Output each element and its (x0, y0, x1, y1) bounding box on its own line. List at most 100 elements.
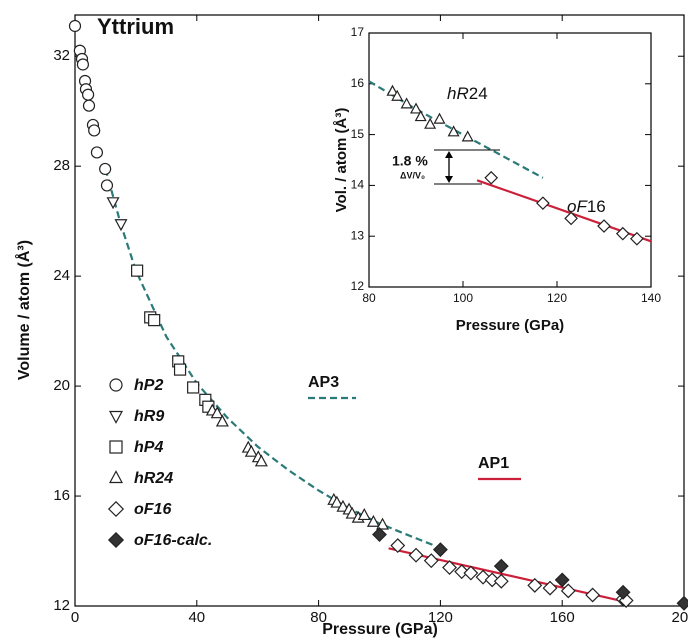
x-tick-label: 120 (428, 609, 453, 626)
data-point (90, 146, 104, 159)
annotation: oF16 (567, 197, 606, 216)
legend-marker (109, 378, 123, 392)
legend-marker (108, 470, 124, 484)
x-tick-label: 160 (550, 609, 575, 626)
x-tick-label: 140 (641, 291, 661, 305)
legend-marker (109, 440, 123, 454)
x-tick-label: 40 (188, 609, 205, 626)
x-tick-label: 80 (362, 291, 376, 305)
data-point (454, 564, 470, 580)
x-tick-label: 0 (71, 609, 79, 626)
data-point (442, 560, 457, 575)
inset-background (369, 33, 651, 287)
arrow-head (445, 151, 453, 158)
y-tick-label: 12 (53, 597, 70, 614)
data-point (597, 219, 611, 233)
data-point (81, 88, 95, 101)
arrow-head (445, 176, 453, 183)
annotation-italic: hR (447, 84, 469, 103)
data-point (409, 102, 423, 114)
data-point (475, 569, 491, 585)
plot-frame (74, 14, 685, 607)
data-point (390, 538, 406, 553)
data-point (148, 314, 161, 327)
data-point (210, 406, 224, 419)
data-point (615, 226, 630, 241)
legend-marker (107, 500, 125, 518)
data-point (82, 99, 96, 112)
inset-x-label: Pressure (GPa) (456, 317, 564, 334)
data-point (676, 595, 688, 611)
data-point (461, 130, 474, 142)
inset-y-label: Vol. / atom (Å³) (333, 108, 350, 213)
y-axis-label: Volume / atom (Å³) (14, 240, 33, 380)
y-tick-label: 13 (351, 228, 365, 242)
x-tick-label: 80 (310, 609, 327, 626)
y-tick-label: 28 (53, 157, 70, 174)
x-axis-label: Pressure (GPa) (322, 621, 438, 638)
data-point (542, 580, 558, 596)
annotation: hR24 (447, 84, 488, 103)
data-point (254, 454, 268, 467)
data-point (386, 84, 399, 96)
data-point (187, 381, 200, 394)
data-point (345, 506, 359, 519)
data-point (76, 58, 90, 71)
plot-frame (368, 32, 652, 288)
data-point (376, 517, 390, 530)
data-point (554, 572, 570, 588)
data-point (366, 514, 380, 527)
x-tick-label: 120 (547, 291, 567, 305)
data-point (88, 124, 101, 137)
step-sublabel: ΔV/V₀ (400, 170, 425, 180)
data-point (357, 507, 371, 521)
data-point (484, 170, 499, 185)
fit-label: AP3 (308, 374, 339, 391)
data-point (414, 110, 427, 122)
data-point (630, 231, 644, 246)
data-point (564, 211, 578, 226)
data-point (536, 196, 550, 211)
data-point (615, 584, 631, 600)
y-tick-label: 16 (53, 487, 70, 504)
data-point (484, 572, 500, 588)
y-tick-label: 16 (351, 76, 365, 90)
x-tick-label: 100 (453, 291, 473, 305)
data-point (432, 542, 448, 558)
data-point (585, 587, 601, 603)
data-point (493, 558, 509, 574)
annotation-plain: 16 (587, 197, 606, 216)
data-point (391, 89, 404, 101)
y-tick-label: 17 (351, 25, 365, 39)
data-point (463, 565, 479, 581)
x-tick-label: 200 (671, 609, 688, 626)
y-tick-label: 14 (351, 178, 365, 192)
data-point (100, 179, 114, 192)
annotation-italic: oF (567, 197, 588, 216)
data-point (106, 197, 120, 210)
chart-title: Yttrium (97, 14, 174, 39)
annotation-plain: 24 (469, 84, 488, 103)
data-point (114, 219, 128, 232)
data-point (372, 527, 387, 542)
data-point (433, 112, 446, 124)
legend-label: hR9 (134, 408, 164, 425)
step-label: 1.8 % (392, 153, 428, 169)
data-point (423, 553, 439, 569)
fit-label: AP1 (478, 455, 509, 472)
data-point (447, 125, 460, 137)
legend-label: oF16-calc. (134, 532, 212, 549)
legend-marker (108, 410, 124, 424)
data-point (527, 577, 543, 593)
y-tick-label: 32 (53, 47, 70, 64)
data-point (99, 162, 112, 176)
y-tick-label: 20 (53, 377, 70, 394)
data-point (424, 117, 437, 129)
legend-label: hR24 (134, 470, 173, 487)
data-point (336, 499, 350, 512)
data-point (244, 444, 258, 457)
data-point (215, 414, 229, 427)
data-point (560, 583, 576, 599)
legend-label: oF16 (134, 501, 171, 518)
